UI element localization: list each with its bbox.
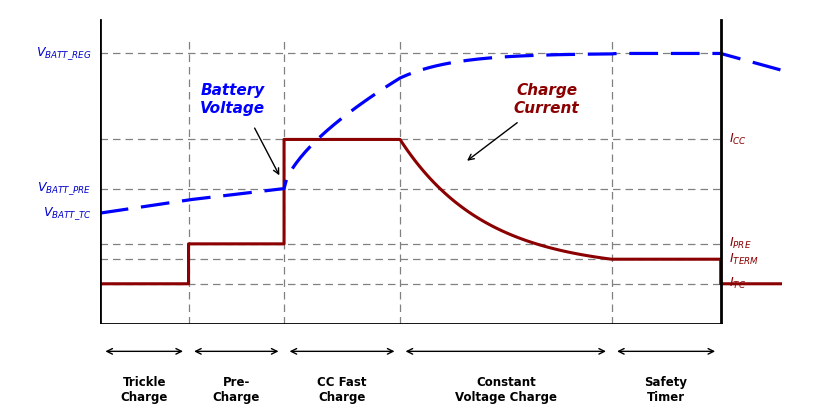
Text: Safety
Timer: Safety Timer — [645, 376, 687, 404]
Text: $V_{BATT\_PRE}$: $V_{BATT\_PRE}$ — [37, 180, 92, 197]
Text: Constant
Voltage Charge: Constant Voltage Charge — [455, 376, 557, 404]
Text: Charge
Current: Charge Current — [514, 83, 580, 116]
Text: Pre-
Charge: Pre- Charge — [213, 376, 260, 404]
Text: $I_{TERM}$: $I_{TERM}$ — [729, 251, 759, 267]
Text: $I_{PRE}$: $I_{PRE}$ — [729, 236, 751, 251]
Text: CC Fast
Charge: CC Fast Charge — [317, 376, 367, 404]
Text: $I_{CC}$: $I_{CC}$ — [729, 132, 747, 147]
Text: Trickle
Charge: Trickle Charge — [121, 376, 168, 404]
Text: $V_{BATT\_TC}$: $V_{BATT\_TC}$ — [42, 205, 92, 222]
Text: Battery
Voltage: Battery Voltage — [201, 83, 265, 116]
Text: $I_{TC}$: $I_{TC}$ — [729, 276, 746, 291]
Text: $V_{BATT\_REG}$: $V_{BATT\_REG}$ — [36, 45, 92, 62]
